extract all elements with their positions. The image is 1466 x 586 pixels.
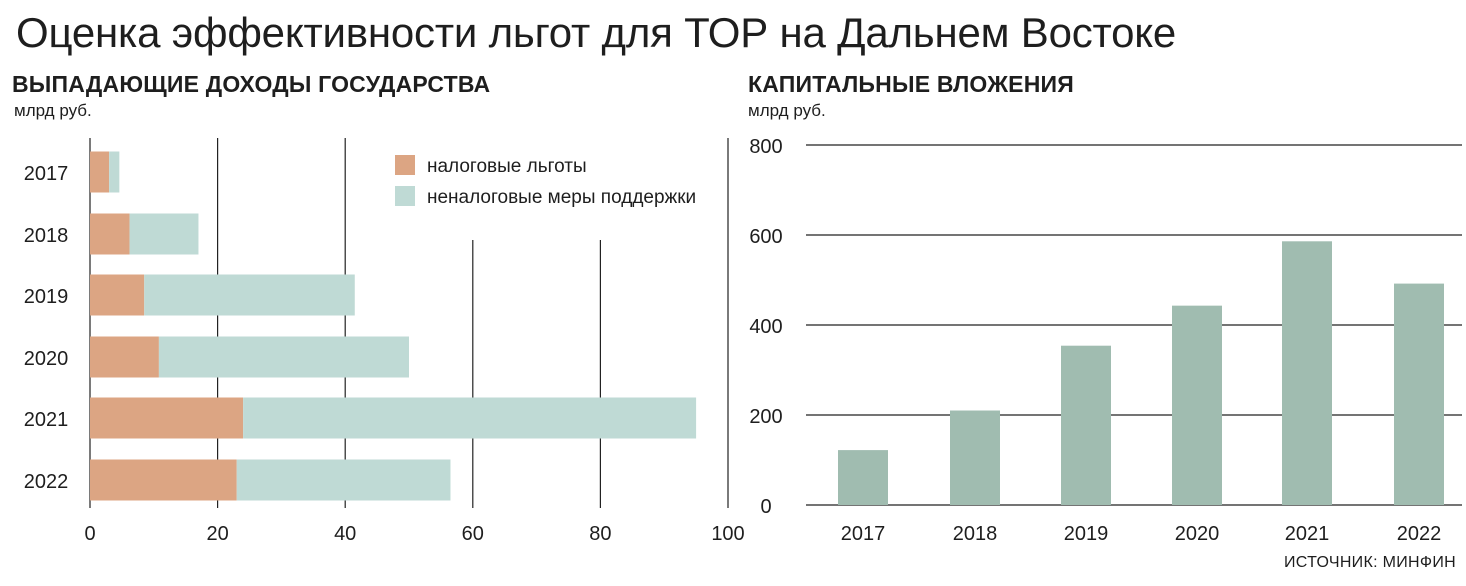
y-tick-label: 2021 <box>24 409 69 431</box>
bar-non-tax-support <box>158 336 409 378</box>
x-tick-label: 2018 <box>953 523 998 545</box>
bar-capex <box>1061 345 1111 505</box>
y-tick-label: 400 <box>749 316 782 338</box>
x-tick-label: 2022 <box>1397 523 1442 545</box>
bar-tax-benefits <box>90 213 130 255</box>
legend-label: налоговые льготы <box>427 156 587 177</box>
bar-capex <box>1282 241 1332 506</box>
y-tick-label: 800 <box>749 136 782 158</box>
x-tick-label: 100 <box>711 523 744 545</box>
bar-non-tax-support <box>144 274 355 316</box>
bar-tax-benefits <box>90 151 110 193</box>
bar-non-tax-support <box>243 397 697 439</box>
bar-tax-benefits <box>90 336 159 378</box>
legend-label: неналоговые меры поддержки <box>427 187 696 208</box>
x-tick-label: 2017 <box>841 523 886 545</box>
legend-swatch <box>395 186 415 206</box>
y-tick-label: 600 <box>749 226 782 248</box>
x-tick-label: 2020 <box>1175 523 1220 545</box>
bar-capex <box>950 410 1000 505</box>
y-tick-label: 2018 <box>24 225 69 247</box>
x-tick-label: 60 <box>462 523 484 545</box>
y-tick-label: 2020 <box>24 348 69 370</box>
left-chart-title: ВЫПАДАЮЩИЕ ДОХОДЫ ГОСУДАРСТВА <box>12 71 491 97</box>
x-tick-label: 40 <box>334 523 356 545</box>
y-tick-label: 2017 <box>24 163 69 185</box>
x-tick-label: 2019 <box>1064 523 1109 545</box>
bar-non-tax-support <box>236 459 451 501</box>
right-chart-title: КАПИТАЛЬНЫЕ ВЛОЖЕНИЯ <box>748 71 1074 97</box>
right-chart-unit: млрд руб. <box>748 101 826 120</box>
bar-capex <box>1172 305 1222 505</box>
page-title: Оценка эффективности льгот для ТОР на Да… <box>16 9 1177 56</box>
x-tick-label: 2021 <box>1285 523 1330 545</box>
y-tick-label: 2022 <box>24 471 69 493</box>
bar-capex <box>1394 283 1444 505</box>
bar-tax-benefits <box>90 459 237 501</box>
bar-tax-benefits <box>90 274 145 316</box>
bar-non-tax-support <box>129 213 199 255</box>
x-tick-label: 0 <box>84 523 95 545</box>
legend-swatch <box>395 155 415 175</box>
x-tick-label: 80 <box>589 523 611 545</box>
bar-non-tax-support <box>109 151 120 193</box>
y-tick-label: 200 <box>749 406 782 428</box>
left-chart-unit: млрд руб. <box>14 101 92 120</box>
source-note: ИСТОЧНИК: МИНФИН <box>1283 554 1456 571</box>
y-tick-label: 2019 <box>24 286 69 308</box>
y-tick-label: 0 <box>760 496 771 518</box>
bar-capex <box>838 450 888 505</box>
bar-tax-benefits <box>90 397 244 439</box>
x-tick-label: 20 <box>206 523 228 545</box>
